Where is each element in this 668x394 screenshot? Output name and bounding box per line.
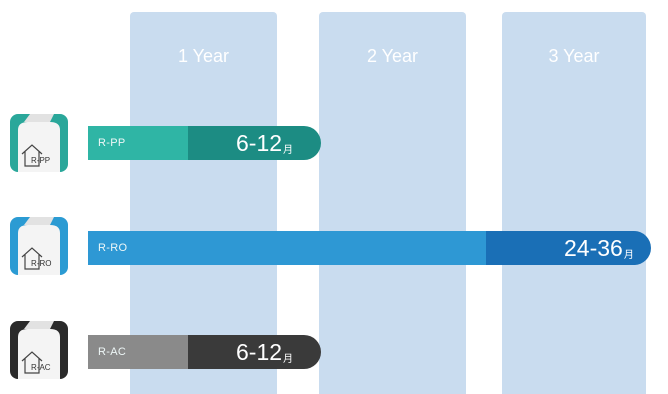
bar-duration: 6-12月 xyxy=(236,335,293,369)
duration-value: 6-12 xyxy=(236,130,283,156)
bar-label: R-AC xyxy=(98,346,127,358)
bar-r-ac: R-AC 6-12月 xyxy=(88,335,321,369)
bar-duration: 6-12月 xyxy=(236,126,293,160)
year-column-3: 3 Year xyxy=(502,12,646,394)
year-column-label: 2 Year xyxy=(366,46,419,66)
year-column-1: 1 Year xyxy=(130,12,277,394)
icon-label: R-PP xyxy=(31,156,50,165)
duration-unit: 月 xyxy=(283,354,294,365)
filter-cartridge-icon: R-PP xyxy=(10,114,68,172)
filter-cartridge-icon: R-AC xyxy=(10,321,68,379)
bar-r-pp: R-PP 6-12月 xyxy=(88,126,321,160)
year-column-label: 1 Year xyxy=(177,46,230,66)
filter-cartridge-icon: R-RO xyxy=(10,217,68,275)
bar-r-ro: R-RO 24-36月 xyxy=(88,231,651,265)
year-column-2: 2 Year xyxy=(319,12,466,394)
bar-duration: 24-36月 xyxy=(564,231,634,265)
bar-label: R-RO xyxy=(98,242,128,254)
bar-label: R-PP xyxy=(98,137,126,149)
bar-duration-cap xyxy=(188,126,321,160)
duration-unit: 月 xyxy=(283,145,294,156)
bar-duration-cap xyxy=(188,335,321,369)
icon-label: R-AC xyxy=(31,363,51,372)
bar-fill xyxy=(88,231,508,265)
duration-unit: 月 xyxy=(623,250,634,261)
icon-label: R-RO xyxy=(31,259,51,268)
duration-value: 6-12 xyxy=(236,339,283,365)
duration-value: 24-36 xyxy=(564,235,623,261)
year-column-label: 3 Year xyxy=(548,46,600,66)
bar-duration-cap xyxy=(486,231,651,265)
